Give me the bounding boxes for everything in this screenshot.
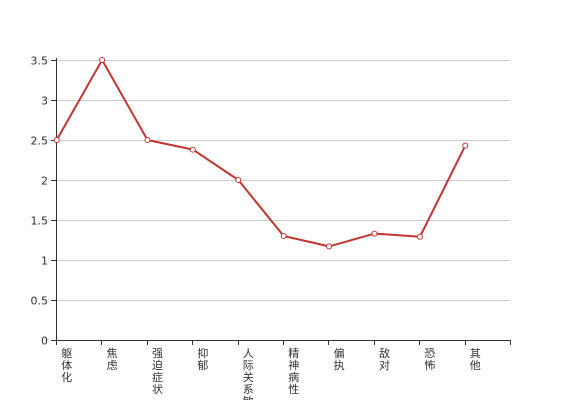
x-tick-char: 强 (152, 347, 163, 360)
x-tick-char: 人 (243, 347, 254, 360)
y-tick-labels: 0 0.5 1 1.5 2 2.5 3 3.5 (31, 55, 49, 348)
x-tick-labels: 躯体化 焦虑 强迫症状 抑郁 人际关系敏感 精神病性 偏执 敌对 恐怖 其他 (61, 346, 481, 404)
data-point (235, 177, 242, 183)
data-point (371, 230, 378, 237)
y-tick-label: 3 (41, 95, 48, 108)
x-tick-char: 状 (152, 382, 163, 396)
x-tick-char: 虑 (107, 359, 118, 372)
data-point (144, 137, 151, 143)
x-tick-label: 偏执 (334, 346, 345, 372)
x-tick-char: 关 (243, 370, 254, 384)
x-tick-char: 郁 (197, 358, 208, 372)
x-tick-char: 执 (334, 358, 345, 372)
x-tick-char: 敌 (379, 346, 390, 360)
data-point (189, 146, 196, 153)
x-tick-char: 恐 (424, 347, 435, 360)
x-tick-label: 恐怖 (424, 347, 435, 372)
x-tick-char: 怖 (424, 358, 435, 372)
data-point (280, 233, 287, 239)
x-tick-label: 焦虑 (107, 347, 118, 372)
x-tick-char: 他 (470, 359, 481, 372)
data-point (416, 233, 423, 240)
x-tick-char: 症 (152, 370, 163, 384)
data-point (326, 243, 333, 250)
y-tick-label: 1 (41, 255, 48, 268)
x-tick-char: 际 (243, 359, 254, 372)
data-point (99, 57, 106, 63)
y-tick-label: 1.5 (31, 215, 49, 228)
x-tick-char: 焦 (107, 347, 118, 360)
x-tick-char: 对 (379, 358, 390, 372)
grid-lines (56, 60, 510, 301)
x-tick-label: 其他 (470, 347, 481, 372)
x-tick-label: 人际关系敏感 (243, 347, 254, 400)
x-tick-char: 迫 (152, 358, 163, 372)
x-tick-label: 抑郁 (197, 346, 208, 372)
x-tick-label: 精神病性 (288, 347, 299, 396)
x-tick-label: 躯体化 (61, 347, 72, 384)
y-tick-label: 0.5 (31, 295, 49, 308)
x-tick-char: 体 (61, 358, 72, 372)
data-point (462, 142, 469, 149)
x-tick-char: 精 (288, 347, 299, 360)
axes (51, 58, 511, 345)
x-tick-char: 性 (288, 382, 299, 396)
data-point (53, 137, 60, 143)
x-tick-label: 强迫症状 (152, 347, 163, 396)
y-tick-label: 2.5 (31, 135, 49, 148)
x-tick-label: 敌对 (379, 346, 390, 372)
x-tick-char: 病 (288, 370, 299, 384)
x-tick-char: 化 (61, 370, 72, 384)
x-tick-char: 其 (470, 347, 481, 360)
x-tick-char: 抑 (197, 346, 208, 360)
y-tick-label: 0 (41, 335, 48, 348)
x-tick-char: 偏 (334, 346, 345, 360)
y-tick-label: 2 (41, 175, 48, 188)
y-tick-label: 3.5 (31, 55, 49, 68)
series-layer (53, 57, 469, 250)
series-line (55, 59, 467, 248)
x-tick-char: 系 (243, 383, 254, 396)
x-tick-char: 躯 (61, 347, 72, 360)
x-tick-char: 神 (288, 358, 299, 372)
x-tick-char: 敏 (243, 394, 254, 400)
